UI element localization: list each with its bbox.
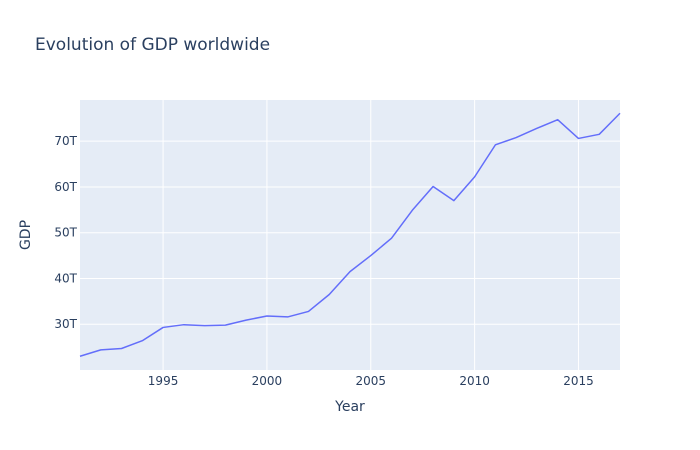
y-tick-label: 40T xyxy=(54,271,77,285)
series-layer xyxy=(79,112,621,357)
y-tick-label: 60T xyxy=(54,180,77,194)
x-axis-label: Year xyxy=(334,399,365,415)
x-tick-label: 1995 xyxy=(148,374,179,388)
chart-title: Evolution of GDP worldwide xyxy=(35,35,270,55)
plot-area xyxy=(80,100,620,370)
x-gridlines xyxy=(162,100,579,370)
x-tick-label: 2005 xyxy=(355,374,386,388)
x-tick-label: 2010 xyxy=(459,374,490,388)
y-tick-label: 30T xyxy=(54,317,77,331)
y-axis-label: GDP xyxy=(18,220,34,250)
y-tick-label: 50T xyxy=(54,226,77,240)
x-tick-label: 2015 xyxy=(563,374,594,388)
y-tick-labels: 30T 40T 50T 60T 70T xyxy=(54,134,77,331)
x-tick-labels: 1995 2000 2005 2010 2015 xyxy=(148,374,594,388)
x-tick-label: 2000 xyxy=(252,374,283,388)
y-tick-label: 70T xyxy=(54,134,77,148)
series-line xyxy=(79,112,621,357)
y-gridlines xyxy=(80,140,620,325)
